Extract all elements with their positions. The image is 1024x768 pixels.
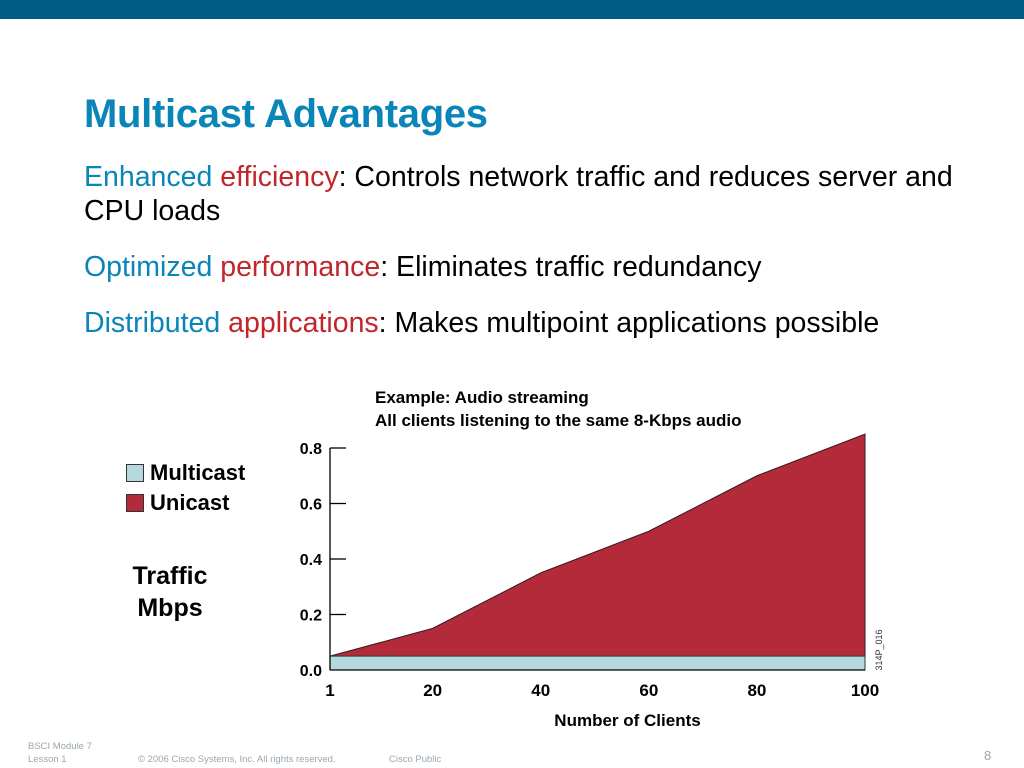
legend-item-unicast: Unicast bbox=[126, 488, 245, 518]
legend-label-unicast: Unicast bbox=[150, 490, 230, 515]
page-number: 8 bbox=[984, 748, 992, 763]
bullet-performance: Optimized performance: Eliminates traffi… bbox=[84, 250, 964, 284]
bullet-text: : Eliminates traffic redundancy bbox=[380, 251, 762, 283]
footer-lesson: Lesson 1 bbox=[28, 754, 67, 765]
header-bar bbox=[0, 0, 1024, 19]
x-tick-label: 100 bbox=[851, 681, 879, 700]
legend-item-multicast: Multicast bbox=[126, 458, 245, 488]
slide-title: Multicast Advantages bbox=[84, 92, 488, 136]
y-axis-label: Traffic Mbps bbox=[110, 560, 230, 624]
legend-swatch-multicast bbox=[126, 464, 144, 482]
y-tick-label: 0.0 bbox=[300, 663, 322, 680]
bullet-term: Enhanced bbox=[84, 161, 221, 193]
y-tick-label: 0.6 bbox=[300, 497, 322, 514]
chart-title-block: Example: Audio streaming All clients lis… bbox=[375, 386, 742, 432]
x-tick-label: 40 bbox=[531, 681, 550, 700]
bullet-term: Optimized bbox=[84, 251, 221, 283]
x-tick-label: 20 bbox=[423, 681, 442, 700]
bullet-term-highlight: performance bbox=[220, 251, 381, 283]
y-axis-label-line2: Mbps bbox=[137, 594, 203, 622]
series-area-multicast bbox=[329, 655, 866, 671]
y-axis-label-line1: Traffic bbox=[132, 562, 208, 590]
footer-classification: Cisco Public bbox=[389, 754, 442, 765]
chart-legend: Multicast Unicast bbox=[126, 458, 245, 518]
x-axis-label: Number of Clients bbox=[554, 711, 700, 730]
series-area-unicast bbox=[329, 433, 866, 671]
bullet-text: : Makes multipoint applications possible bbox=[378, 307, 880, 339]
bullet-text: : Controls network traffic and reduces s… bbox=[84, 161, 953, 227]
legend-label-multicast: Multicast bbox=[150, 460, 246, 485]
legend-swatch-unicast bbox=[126, 494, 144, 512]
bullet-efficiency: Enhanced efficiency: Controls network tr… bbox=[84, 160, 964, 228]
y-tick-label: 0.8 bbox=[300, 441, 322, 458]
bullet-applications: Distributed applications: Makes multipoi… bbox=[84, 306, 964, 340]
bullet-term-highlight: applications bbox=[228, 307, 379, 339]
y-tick-label: 0.2 bbox=[300, 608, 322, 625]
bullet-term-highlight: efficiency bbox=[220, 161, 339, 193]
chart-subtitle: All clients listening to the same 8-Kbps… bbox=[375, 411, 742, 430]
footer-copyright: © 2006 Cisco Systems, Inc. All rights re… bbox=[138, 754, 336, 765]
footer-module: BSCI Module 7 bbox=[28, 741, 92, 752]
x-tick-label: 60 bbox=[639, 681, 658, 700]
chart-title: Example: Audio streaming bbox=[375, 388, 589, 407]
y-tick-label: 0.4 bbox=[300, 552, 322, 569]
x-tick-label: 1 bbox=[325, 681, 334, 700]
x-tick-label: 80 bbox=[747, 681, 766, 700]
figure-watermark: 314P_016 bbox=[874, 629, 884, 670]
bullet-term: Distributed bbox=[84, 307, 229, 339]
